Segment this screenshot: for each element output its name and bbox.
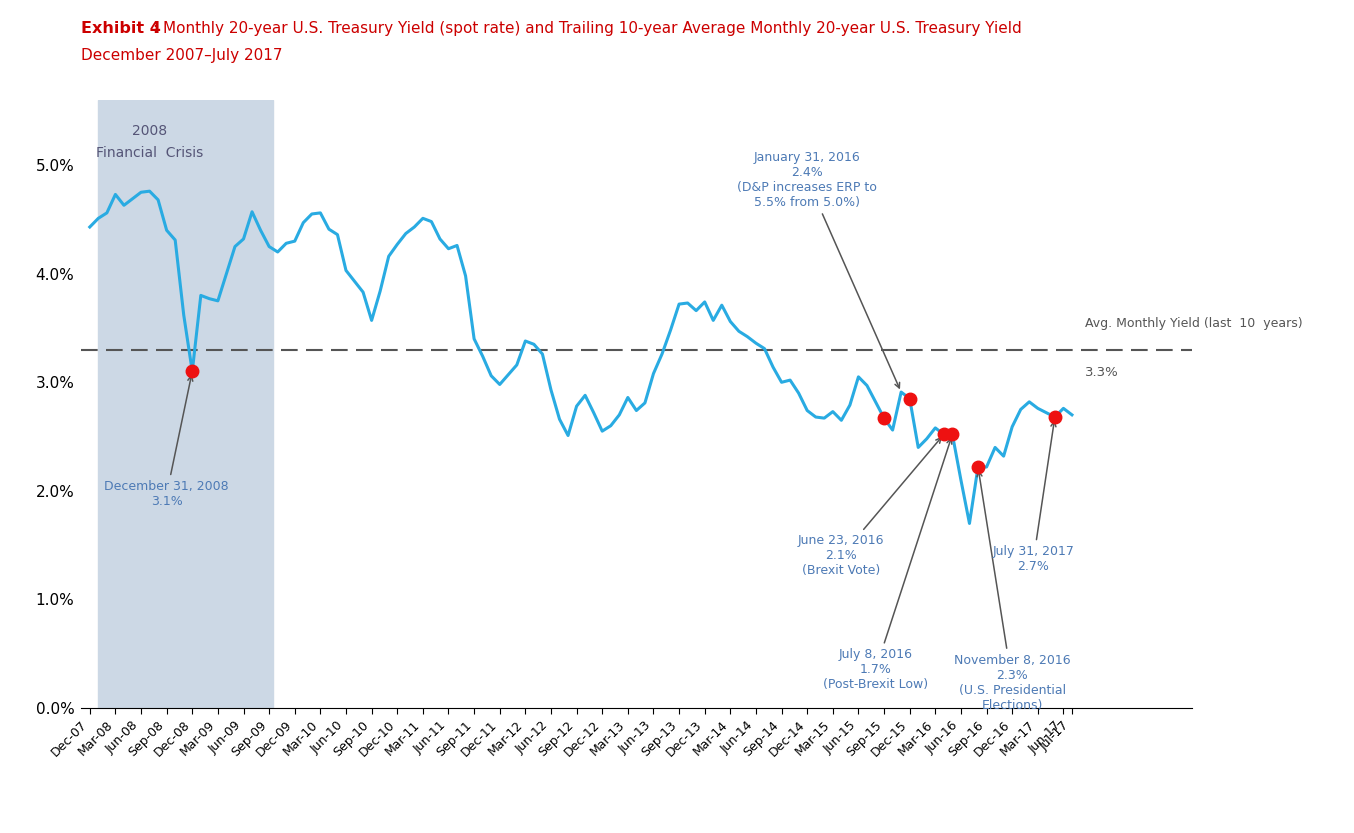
Bar: [99, 100, 274, 708]
Text: June 23, 2016
2.1%
(Brexit Vote): June 23, 2016 2.1% (Brexit Vote): [798, 438, 941, 577]
Text: : Monthly 20-year U.S. Treasury Yield (spot rate) and Trailing 10-year Average M: : Monthly 20-year U.S. Treasury Yield (s…: [153, 21, 1022, 36]
Text: November 8, 2016
2.3%
(U.S. Presidential
Elections): November 8, 2016 2.3% (U.S. Presidential…: [953, 471, 1071, 711]
Text: December 2007–July 2017: December 2007–July 2017: [81, 48, 283, 63]
Text: January 31, 2016
2.4%
(D&P increases ERP to
5.5% from 5.0%): January 31, 2016 2.4% (D&P increases ERP…: [738, 151, 899, 388]
Text: Avg. Monthly Yield (last  10  years): Avg. Monthly Yield (last 10 years): [1085, 317, 1303, 330]
Text: 2008: 2008: [131, 124, 167, 138]
Text: 3.3%: 3.3%: [1085, 366, 1118, 379]
Text: July 31, 2017
2.7%: July 31, 2017 2.7%: [992, 421, 1075, 573]
Text: Financial  Crisis: Financial Crisis: [96, 146, 203, 160]
Text: Exhibit 4: Exhibit 4: [81, 21, 161, 36]
Text: July 8, 2016
1.7%
(Post-Brexit Low): July 8, 2016 1.7% (Post-Brexit Low): [823, 439, 952, 691]
Text: December 31, 2008
3.1%: December 31, 2008 3.1%: [104, 376, 229, 508]
